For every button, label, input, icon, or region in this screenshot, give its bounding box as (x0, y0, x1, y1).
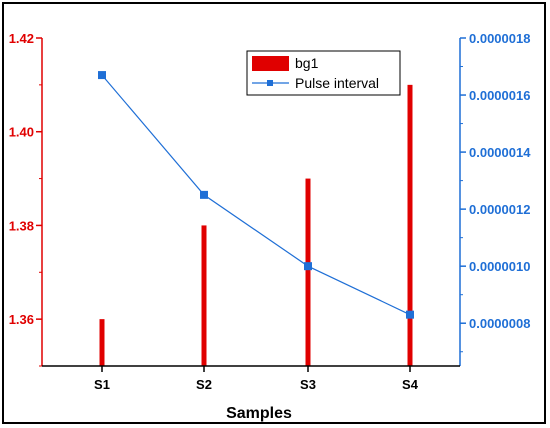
pulse-interval-point-s1 (98, 71, 106, 80)
legend: bg1 Pulse interval (246, 50, 401, 96)
x-tick-label-s1: S1 (94, 377, 110, 392)
x-tick-label-s2: S2 (196, 377, 212, 392)
x-tick-label-s4: S4 (402, 377, 419, 392)
legend-marker-pulse (267, 80, 273, 86)
legend-label-bg1: bg1 (295, 55, 319, 71)
pulse-interval-point-s2 (200, 190, 208, 199)
pulse-interval-point-s3 (304, 262, 312, 271)
y-right-tick-label: 0.0000008 (469, 316, 530, 331)
bar-s2 (201, 225, 207, 366)
axes: 1.36 1.38 1.40 1.42 0.0000008 0.0000010 0.0000… (9, 31, 532, 392)
y-right-tick-label: 0.0000012 (469, 202, 530, 217)
dual-axis-chart: 1.36 1.38 1.40 1.42 0.0000008 0.0000010 0.0000… (9, 31, 532, 422)
x-axis-title: Samples (226, 405, 292, 422)
pulse-interval-line (101, 74, 411, 316)
chart-frame: 1.36 1.38 1.40 1.42 0.0000008 0.0000010 0.0000… (2, 2, 546, 424)
y-left-tick-label: 1.42 (9, 31, 34, 46)
x-tick-label-s3: S3 (300, 377, 316, 392)
line-series (98, 71, 414, 319)
y-left-tick-label: 1.38 (9, 218, 34, 233)
bar-series (99, 84, 413, 366)
pulse-interval-point-s4 (406, 310, 414, 319)
bar-s1 (99, 319, 105, 366)
y-right-tick-label: 0.0000016 (469, 88, 530, 103)
y-left-tick-label: 1.36 (9, 312, 34, 327)
y-right-tick-label: 0.0000010 (469, 259, 530, 274)
y-right-tick-label: 0.0000014 (469, 145, 531, 160)
legend-label-pulse-interval: Pulse interval (295, 75, 379, 91)
y-right-tick-label: 0.0000018 (469, 31, 530, 46)
bar-s3 (305, 178, 311, 366)
bar-s4 (407, 84, 413, 366)
legend-swatch-bg1 (252, 56, 289, 71)
y-left-tick-label: 1.40 (9, 125, 34, 140)
